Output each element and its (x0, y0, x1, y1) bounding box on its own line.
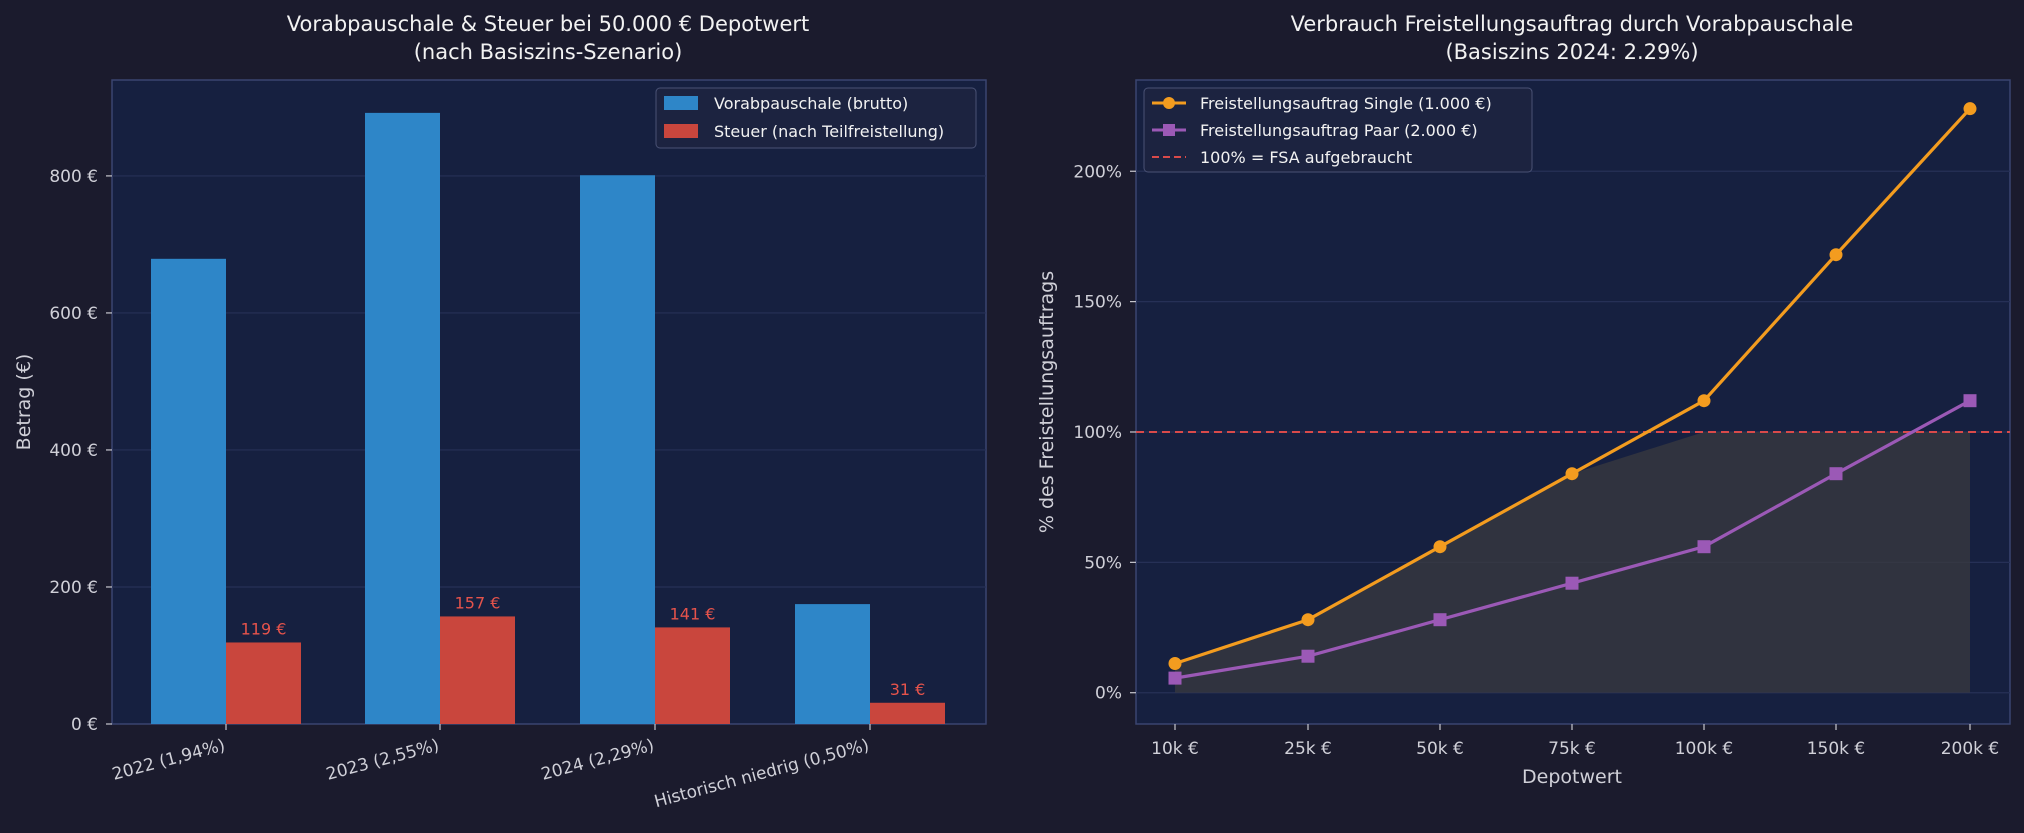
legend-marker-single (1163, 97, 1175, 109)
line-legend-box (1143, 87, 1533, 173)
line-x-tick-label: 150k € (1807, 739, 1866, 759)
legend-label-steuer: Steuer (nach Teilfreistellung) (714, 122, 944, 141)
point-paar (1301, 649, 1315, 663)
point-single (1301, 613, 1315, 627)
line-y-tick-label: 50% (1084, 553, 1122, 573)
line-y-tick-label: 0% (1095, 684, 1122, 704)
point-paar (1433, 613, 1447, 627)
line-y-axis-label: % des Freistellungsauftrags (1036, 271, 1058, 533)
legend-label-paar: Freistellungsauftrag Paar (2.000 €) (1200, 121, 1478, 140)
line-x-tick-label: 10k € (1151, 739, 1199, 759)
line-chart-subtitle: (Basiszins 2024: 2.29%) (1445, 40, 1698, 64)
bar-data-label: 119 € (241, 619, 287, 638)
line-x-tick-label: 75k € (1548, 739, 1596, 759)
point-single (1963, 102, 1977, 116)
bar-y-tick-label: 400 € (49, 441, 98, 461)
line-y-ticks: 0% 50% 100% 150% 200% (1073, 162, 1136, 704)
legend-label-vorabpauschale: Vorabpauschale (brutto) (714, 94, 908, 113)
bar-legend: Vorabpauschale (brutto) Steuer (nach Tei… (655, 87, 977, 149)
bar-y-axis-label: Betrag (€) (13, 354, 35, 451)
bar-gridlines (112, 175, 986, 588)
point-single (1168, 657, 1182, 671)
legend-swatch-steuer (664, 124, 698, 138)
line-x-tick-label: 50k € (1416, 739, 1464, 759)
bar-marks: 119 € 157 € 141 € 31 € (151, 112, 945, 724)
line-x-tick-label: 25k € (1284, 739, 1332, 759)
line-legend: Freistellungsauftrag Single (1.000 €) Fr… (1143, 87, 1533, 173)
point-paar (1829, 467, 1843, 481)
legend-swatch-vorabpauschale (664, 96, 698, 110)
line-marks (1168, 102, 1977, 685)
bar-vorabpauschale (151, 258, 226, 724)
bar-vorabpauschale (795, 604, 870, 724)
bar-data-label: 31 € (890, 680, 926, 699)
point-paar (1565, 576, 1579, 590)
bar-steuer (440, 616, 515, 724)
bar-data-label: 157 € (455, 593, 501, 612)
bar-y-tick-label: 600 € (49, 304, 98, 324)
line-x-tick-label: 100k € (1675, 739, 1734, 759)
bar-legend-box (655, 87, 977, 149)
point-single (1697, 394, 1711, 408)
bar-chart-subtitle: (nach Basiszins-Szenario) (414, 40, 683, 64)
bar-steuer (655, 627, 730, 724)
bar-chart-title: Vorabpauschale & Steuer bei 50.000 € Dep… (287, 12, 810, 36)
bar-data-label: 141 € (670, 604, 716, 623)
line-x-ticks: 10k € 25k € 50k € 75k € 100k € 150k € 200k € (1151, 724, 1999, 759)
line-chart-title: Verbrauch Freistellungsauftrag durch Vor… (1291, 12, 1854, 36)
bar-steuer (870, 702, 945, 724)
bar-steuer (226, 642, 301, 724)
bar-y-tick-label: 800 € (49, 167, 98, 187)
point-single (1433, 540, 1447, 554)
point-single (1565, 467, 1579, 481)
bar-y-tick-label: 200 € (49, 578, 98, 598)
point-paar (1963, 394, 1977, 408)
bar-y-tick-label: 0 € (71, 715, 98, 735)
point-paar (1697, 540, 1711, 554)
bar-chart: Vorabpauschale & Steuer bei 50.000 € Dep… (13, 12, 987, 812)
legend-marker-paar (1163, 124, 1175, 136)
line-chart: Verbrauch Freistellungsauftrag durch Vor… (1036, 12, 2011, 788)
fsa-usage-area (1175, 431, 1970, 693)
line-y-tick-label: 200% (1073, 162, 1122, 182)
line-x-tick-label: 200k € (1941, 739, 2000, 759)
bar-vorabpauschale (580, 175, 655, 724)
point-single (1829, 248, 1843, 262)
point-paar (1168, 671, 1182, 685)
legend-label-single: Freistellungsauftrag Single (1.000 €) (1200, 94, 1492, 113)
line-x-axis-label: Depotwert (1522, 766, 1622, 788)
bar-y-ticks: 0 € 200 € 400 € 600 € 800 € (49, 167, 112, 735)
line-y-tick-label: 150% (1073, 293, 1122, 313)
line-y-tick-label: 100% (1073, 423, 1122, 443)
legend-label-reference: 100% = FSA aufgebraucht (1200, 148, 1412, 167)
bar-vorabpauschale (365, 112, 440, 724)
